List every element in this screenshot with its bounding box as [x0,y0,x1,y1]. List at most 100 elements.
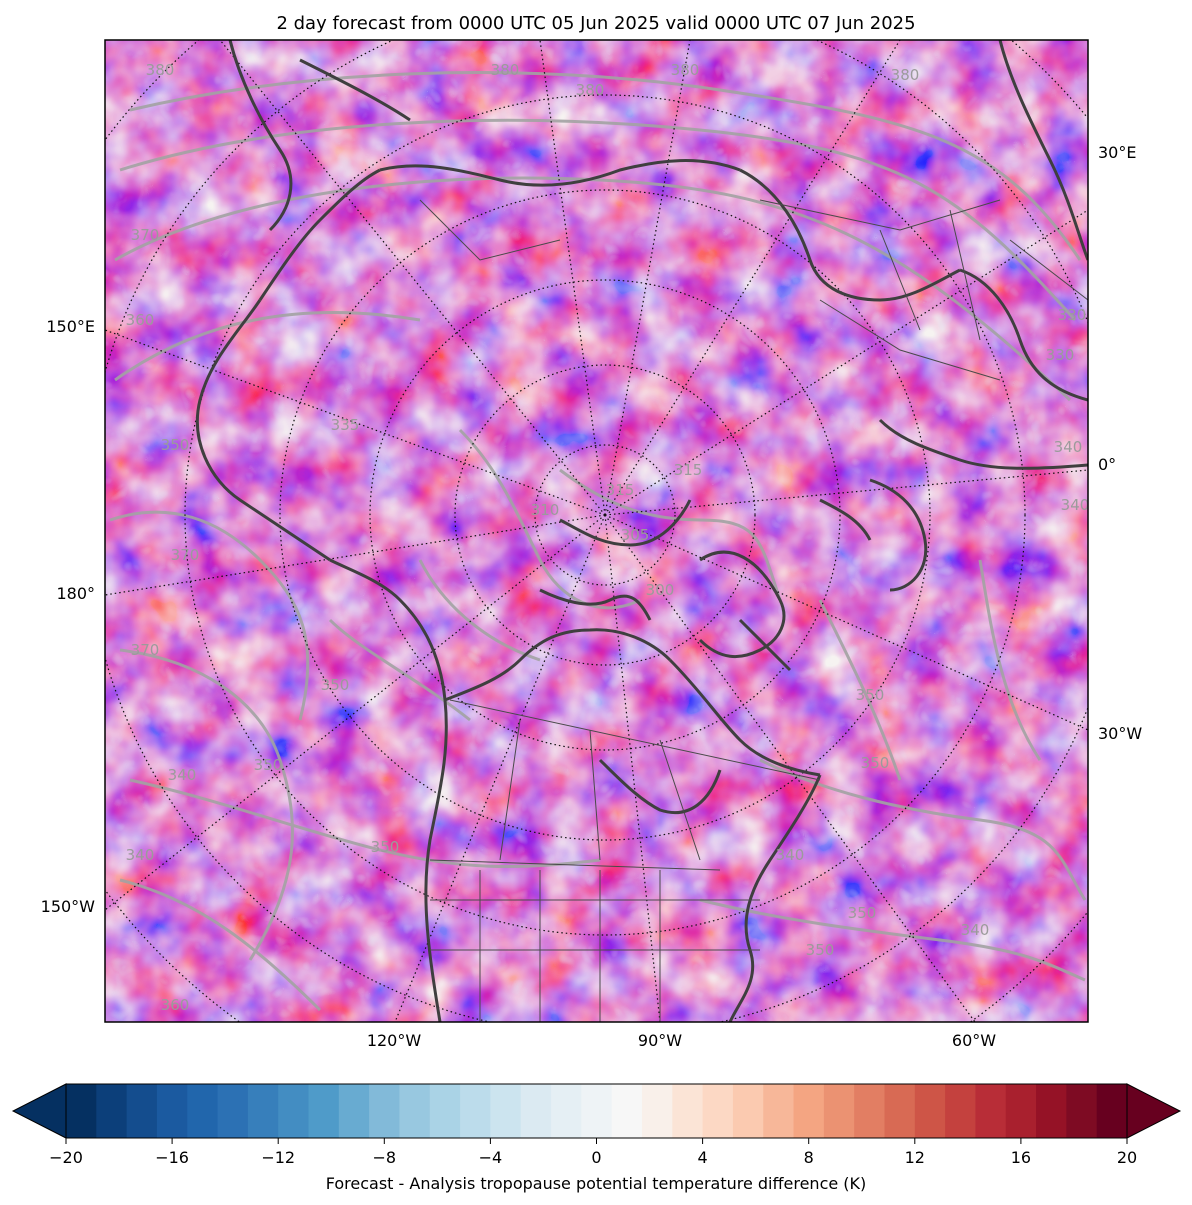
colorbar-segment [308,1084,340,1138]
contour-label: 340 [961,921,990,939]
lon-label-60w: 60°W [952,1031,996,1050]
theta-contours [109,71,1087,1012]
political-borders [419,199,1088,1022]
contour-labels: 380 380 380 380 380 370 370 370 360 360 … [126,61,1090,1014]
colorbar-segments [66,1084,1128,1138]
colorbar-label: Forecast - Analysis tropopause potential… [326,1174,867,1193]
contour-label: 380 [146,61,175,79]
colorbar-segment [187,1084,219,1138]
colorbar-extend-low [11,1083,67,1139]
contour-label: 380 [576,81,605,99]
lon-label-0: 0° [1098,455,1116,474]
colorbar-tick-label: 12 [905,1148,925,1167]
colorbar-segment [96,1084,128,1138]
lon-label-30w: 30°W [1098,724,1142,743]
colorbar-segment [338,1084,370,1138]
figure-title: 2 day forecast from 0000 UTC 05 Jun 2025… [276,13,915,34]
colorbar-tick-label: −12 [261,1148,295,1167]
contour-label: 350 [371,838,400,856]
colorbar-tick-label: −16 [155,1148,189,1167]
contour-label: 310 [531,501,560,519]
colorbar-segment [429,1084,461,1138]
colorbar-tick-label: 4 [698,1148,708,1167]
colorbar-segment [793,1084,825,1138]
colorbar-tick-label: −4 [479,1148,503,1167]
colorbar-segment [66,1084,97,1138]
colorbar-segment [217,1084,249,1138]
colorbar-tick-label: 0 [591,1148,601,1167]
contour-label: 330 [1046,346,1075,364]
colorbar-segment [975,1084,1007,1138]
contour-label: 370 [131,641,160,659]
contour-label: 340 [776,846,805,864]
contour-label: 315 [674,461,703,479]
colorbar-segment [247,1084,279,1138]
colorbar-tick-label: 8 [804,1148,814,1167]
colorbar-segment [581,1084,613,1138]
colorbar-segment [156,1084,188,1138]
colorbar-segment [551,1084,582,1138]
colorbar-segment [278,1084,310,1138]
colorbar-tick-label: 16 [1011,1148,1031,1167]
lon-label-150w: 150°W [41,897,96,916]
contour-label: 340 [1054,438,1083,456]
lon-label-120w: 120°W [367,1031,422,1050]
map-frame [104,39,1089,1023]
colorbar: −20 −16 −12 −8 −4 0 4 8 12 16 20 Forecast - Analys… [11,1083,1182,1193]
contour-label: 340 [1061,496,1090,514]
contour-label: 330 [1058,306,1087,324]
contour-label: 350 [254,756,283,774]
colorbar-ticks: −20 −16 −12 −8 −4 0 4 8 12 16 20 [49,1138,1137,1167]
colorbar-segment [1036,1084,1067,1138]
difference-field-texture-fine [105,40,1088,1022]
colorbar-segment [823,1084,855,1138]
lon-label-150e: 150°E [46,317,95,336]
colorbar-tick-label: 20 [1117,1148,1137,1167]
contour-label: 315 [606,481,635,499]
contour-label: 340 [126,846,155,864]
lon-label-30e: 30°E [1098,143,1136,162]
colorbar-segment [672,1084,704,1138]
lon-label-90w: 90°W [638,1031,682,1050]
contour-label: 360 [126,311,155,329]
contour-label: 335 [331,416,360,434]
colorbar-segment [854,1084,886,1138]
colorbar-segment [732,1084,764,1138]
colorbar-segment [1005,1084,1037,1138]
colorbar-segment [126,1084,158,1138]
coastlines [195,40,1088,1022]
colorbar-tick-label: −20 [49,1148,83,1167]
colorbar-segment [1066,1084,1098,1138]
lon-label-180: 180° [56,584,95,603]
colorbar-segment [520,1084,552,1138]
graticule [105,40,1088,1022]
contour-label: 350 [848,904,877,922]
contour-label: 350 [861,754,890,772]
colorbar-segment [369,1084,401,1138]
colorbar-segment [702,1084,734,1138]
contour-label: 350 [856,686,885,704]
contour-label: 380 [671,61,700,79]
colorbar-segment [884,1084,916,1138]
colorbar-segment [763,1084,795,1138]
contour-label: 370 [131,226,160,244]
map-panel: 380 380 380 380 380 370 370 370 360 360 … [41,39,1143,1050]
contour-label: 305 [621,526,650,544]
longitude-labels: 30°E 0° 30°W 150°E 180° 150°W 120°W 90°W… [41,143,1143,1050]
colorbar-segment [611,1084,643,1138]
contour-label: 350 [161,436,190,454]
contour-label: 380 [891,66,920,84]
contour-label: 370 [171,546,200,564]
contour-label: 360 [161,996,190,1014]
contour-label: 350 [321,676,350,694]
colorbar-segment [460,1084,491,1138]
contour-label: 350 [806,941,835,959]
colorbar-segment [490,1084,522,1138]
colorbar-segment [914,1084,946,1138]
colorbar-segment [1096,1084,1128,1138]
colorbar-tick-label: −8 [373,1148,397,1167]
colorbar-segment [641,1084,673,1138]
contour-label: 380 [491,61,520,79]
colorbar-segment [399,1084,431,1138]
